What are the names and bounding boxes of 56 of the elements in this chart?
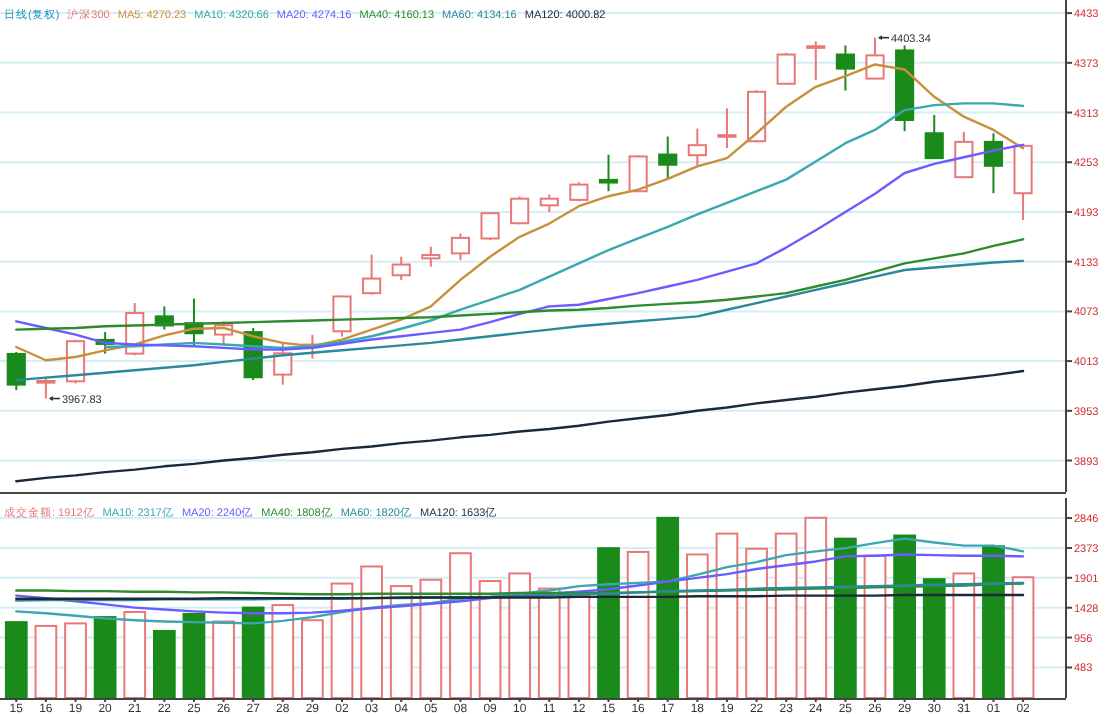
bar [508,572,532,698]
candlestick [450,232,471,262]
bar [952,572,976,698]
candlestick [1013,144,1033,221]
bar [922,578,946,698]
bar [774,532,798,698]
bar [804,516,828,698]
bar [834,537,857,698]
candlestick [983,132,1004,195]
bar [241,606,265,698]
candlestick [954,130,974,179]
candlestick [776,51,796,86]
bar [893,534,916,698]
candlestick [717,107,737,150]
bar [271,604,295,698]
bar [685,553,709,698]
bar [1011,576,1035,698]
candlestick [332,294,352,338]
bar [212,620,235,698]
bar [34,624,58,698]
candlestick [806,40,826,82]
bar [64,622,87,698]
bar [360,565,383,698]
bar [449,552,472,698]
line-series [15,369,1025,483]
candlestick [480,210,500,242]
candlestick [391,255,411,281]
bar [123,611,147,698]
line-series [15,553,1025,615]
bar [745,547,768,698]
bar [478,580,502,698]
bar [597,547,620,698]
candlestick [687,127,707,167]
candlestick [598,153,619,193]
candlestick [362,253,382,296]
line-series [15,537,1025,625]
bar [656,516,680,698]
candlestick [924,114,944,160]
candlestick [835,44,855,92]
candlestick [658,135,678,180]
candlestick [273,342,293,386]
bar [389,585,413,698]
bar [863,554,887,698]
bar [152,629,176,698]
bar [301,619,324,698]
bar [567,594,591,698]
bar [982,545,1005,698]
candlestick [421,245,441,268]
candlestick [6,350,26,392]
bar [626,550,650,698]
bar [715,532,739,698]
bar [537,587,561,698]
bar [4,621,28,698]
candlestick [510,195,530,226]
bar [182,612,206,698]
bar [93,616,117,698]
